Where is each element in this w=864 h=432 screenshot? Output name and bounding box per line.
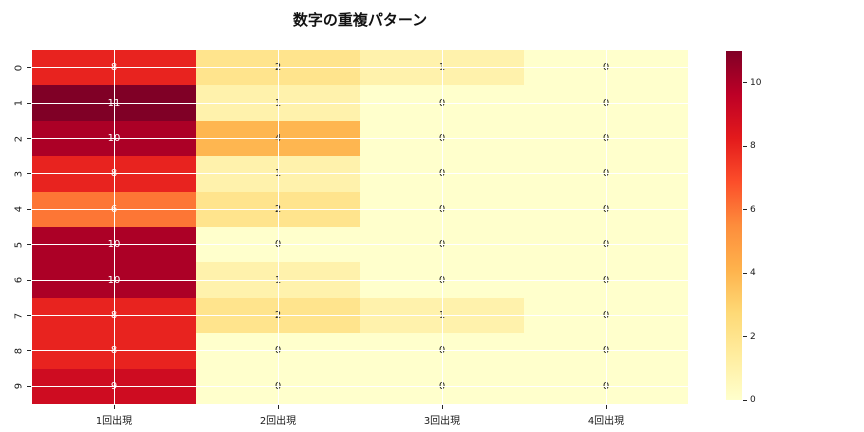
- chart-title: 数字の重複パターン: [292, 11, 428, 29]
- y-tick-label: 0: [13, 64, 25, 71]
- x-tick-mark: [113, 405, 115, 409]
- x-tick-mark: [277, 405, 279, 409]
- x-tick-label: 3回出現: [423, 416, 461, 427]
- y-tick-mark: [27, 315, 31, 316]
- grid-line-h: [32, 385, 688, 387]
- y-tick-mark: [27, 244, 31, 246]
- x-tick-label: 1回出現: [95, 416, 133, 427]
- grid-line-h: [32, 208, 688, 210]
- colorbar-tick-label: 6: [750, 204, 756, 215]
- y-tick-mark: [27, 385, 31, 387]
- grid-line-h: [32, 244, 688, 246]
- colorbar-tick-label: 10: [750, 77, 762, 88]
- y-tick-label: 7: [13, 312, 25, 319]
- grid-line-h: [32, 102, 688, 104]
- grid-line-h: [32, 315, 688, 316]
- colorbar: [726, 51, 742, 400]
- x-tick-mark: [605, 405, 607, 409]
- grid-line-h: [32, 138, 688, 139]
- y-tick-mark: [27, 350, 31, 352]
- colorbar-tick-label: 8: [750, 141, 756, 152]
- colorbar-tick-mark: [743, 399, 747, 401]
- grid-line-h: [32, 173, 688, 175]
- y-tick-label: 8: [13, 347, 25, 355]
- y-tick-mark: [27, 173, 31, 175]
- y-tick-mark: [27, 138, 31, 139]
- colorbar-tick-label: 4: [750, 268, 756, 279]
- grid-line-v: [605, 50, 607, 404]
- colorbar-tick-mark: [743, 82, 747, 84]
- grid-line-h: [32, 279, 688, 281]
- x-tick-mark: [441, 405, 443, 409]
- colorbar-tick-mark: [743, 145, 747, 147]
- grid-line-v: [277, 50, 279, 404]
- colorbar-tick-label: 2: [750, 331, 756, 342]
- y-tick-label: 2: [13, 135, 25, 142]
- y-tick-label: 9: [13, 383, 25, 390]
- colorbar-tick-mark: [743, 272, 747, 274]
- grid-line-v: [113, 50, 115, 404]
- x-tick-label: 2回出現: [259, 416, 297, 427]
- y-tick-label: 4: [13, 206, 25, 213]
- y-tick-mark: [27, 67, 31, 69]
- x-tick-label: 4回出現: [587, 416, 625, 427]
- y-tick-mark: [27, 102, 31, 104]
- grid-line-h: [32, 350, 688, 352]
- colorbar-tick-mark: [743, 209, 747, 211]
- colorbar-tick-mark: [743, 336, 747, 338]
- colorbar-tick-label: 0: [750, 395, 756, 405]
- y-tick-label: 1: [13, 99, 25, 107]
- grid-line-v: [441, 50, 443, 404]
- y-tick-label: 6: [13, 276, 25, 284]
- heatmap-grid: 8210111001040081006200100001010082108000…: [32, 50, 688, 404]
- y-tick-mark: [27, 208, 31, 210]
- y-tick-mark: [27, 279, 31, 281]
- y-tick-label: 5: [13, 241, 25, 248]
- grid-line-h: [32, 67, 688, 69]
- y-tick-label: 3: [13, 170, 25, 178]
